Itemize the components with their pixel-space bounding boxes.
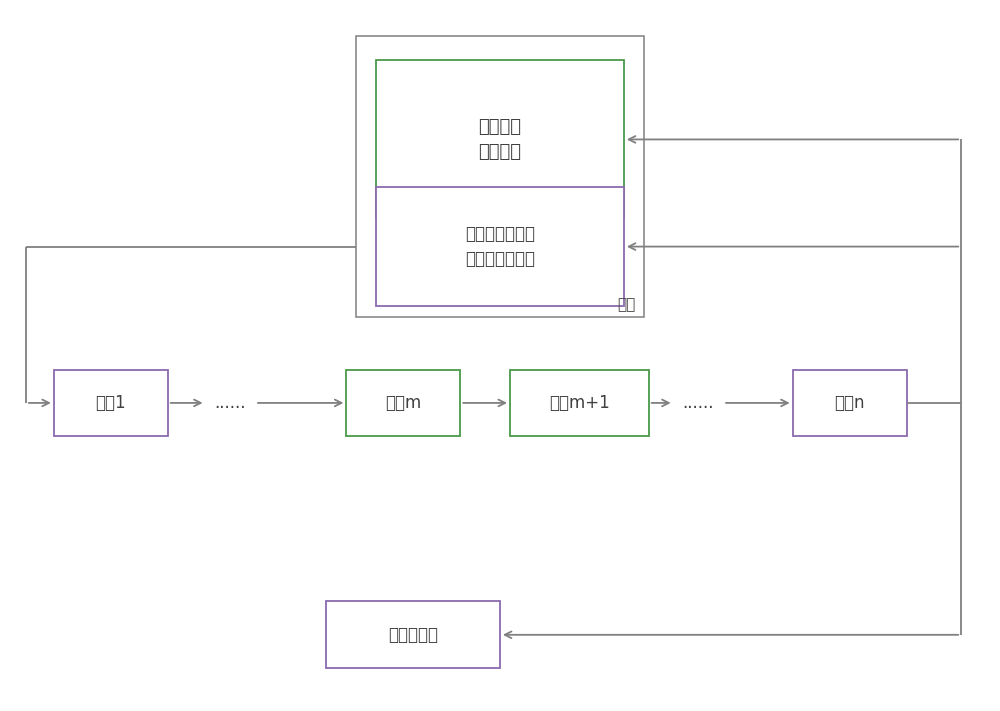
FancyBboxPatch shape: [326, 602, 500, 668]
Text: 从站1: 从站1: [95, 394, 126, 412]
Text: 标准以太
网控制器: 标准以太 网控制器: [479, 118, 522, 161]
Text: 从站m+1: 从站m+1: [549, 394, 610, 412]
Text: 从站n: 从站n: [834, 394, 865, 412]
FancyBboxPatch shape: [356, 36, 644, 317]
Text: ......: ......: [215, 395, 246, 412]
Text: 以太网设备: 以太网设备: [388, 626, 438, 643]
FancyBboxPatch shape: [54, 370, 168, 437]
FancyBboxPatch shape: [376, 60, 624, 218]
Text: 工业以太网现场
总线主站控制器: 工业以太网现场 总线主站控制器: [465, 225, 535, 268]
Text: ......: ......: [683, 395, 714, 412]
Text: 主机: 主机: [618, 298, 636, 313]
FancyBboxPatch shape: [346, 370, 460, 437]
FancyBboxPatch shape: [793, 370, 907, 437]
Text: 从站m: 从站m: [385, 394, 421, 412]
FancyBboxPatch shape: [376, 187, 624, 306]
FancyBboxPatch shape: [510, 370, 649, 437]
